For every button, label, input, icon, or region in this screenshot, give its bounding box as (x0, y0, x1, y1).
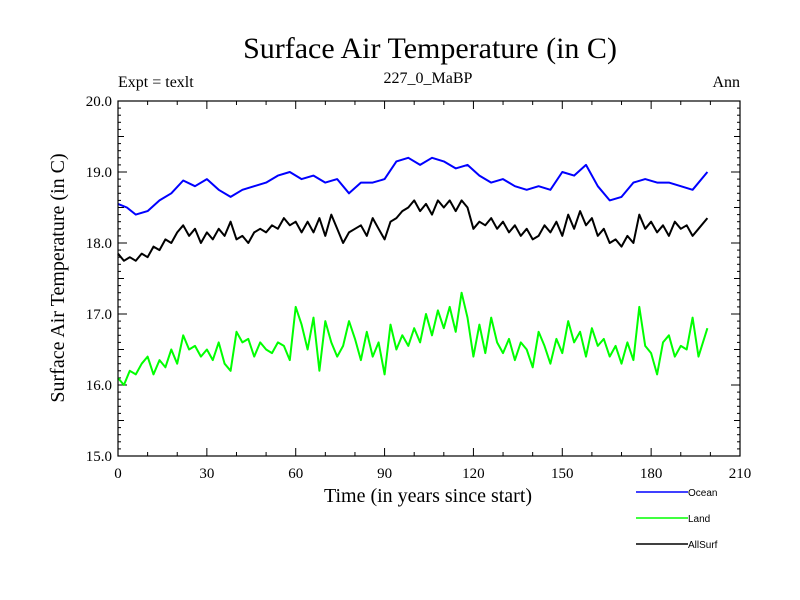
x-tick-label: 210 (729, 466, 752, 482)
x-tick-label: 120 (462, 466, 485, 482)
y-tick-label: 20.0 (86, 94, 112, 110)
x-tick-label: 180 (640, 466, 663, 482)
series-line-ocean (117, 156, 709, 216)
x-axis-label: Time (in years since start) (324, 485, 532, 507)
series-line-allsurf (117, 199, 709, 262)
x-tick-label: 150 (551, 466, 574, 482)
y-tick-label: 15.0 (86, 449, 112, 465)
season-label: Ann (712, 74, 740, 91)
x-tick-label: 60 (288, 466, 303, 482)
x-tick-label: 90 (377, 466, 392, 482)
axis-tick-labels: 0 30 60 90 120 150 180 210 15.0 16.0 17.0 18.0 19.0 2… (86, 94, 752, 482)
experiment-label: Expt = texlt (118, 74, 194, 91)
plot-frame (117, 100, 741, 457)
y-tick-label: 18.0 (86, 236, 112, 252)
chart-title: Surface Air Temperature (in C) (243, 32, 617, 65)
period-label: 227_0_MaBP (384, 70, 473, 87)
x-tick-label: 30 (199, 466, 214, 482)
x-tick-label: 0 (114, 466, 122, 482)
axis-ticks (117, 100, 741, 457)
y-tick-label: 16.0 (86, 378, 112, 394)
y-axis-label: Surface Air Temperature (in C) (47, 153, 69, 402)
y-tick-label: 19.0 (86, 165, 112, 181)
series-line-land (117, 291, 709, 386)
legend: Ocean Land AllSurf (636, 488, 718, 551)
legend-label-ocean: Ocean (688, 488, 717, 499)
series-lines (117, 156, 709, 386)
legend-label-land: Land (688, 514, 710, 525)
legend-label-allsurf: AllSurf (688, 540, 718, 551)
y-tick-label: 17.0 (86, 307, 112, 323)
